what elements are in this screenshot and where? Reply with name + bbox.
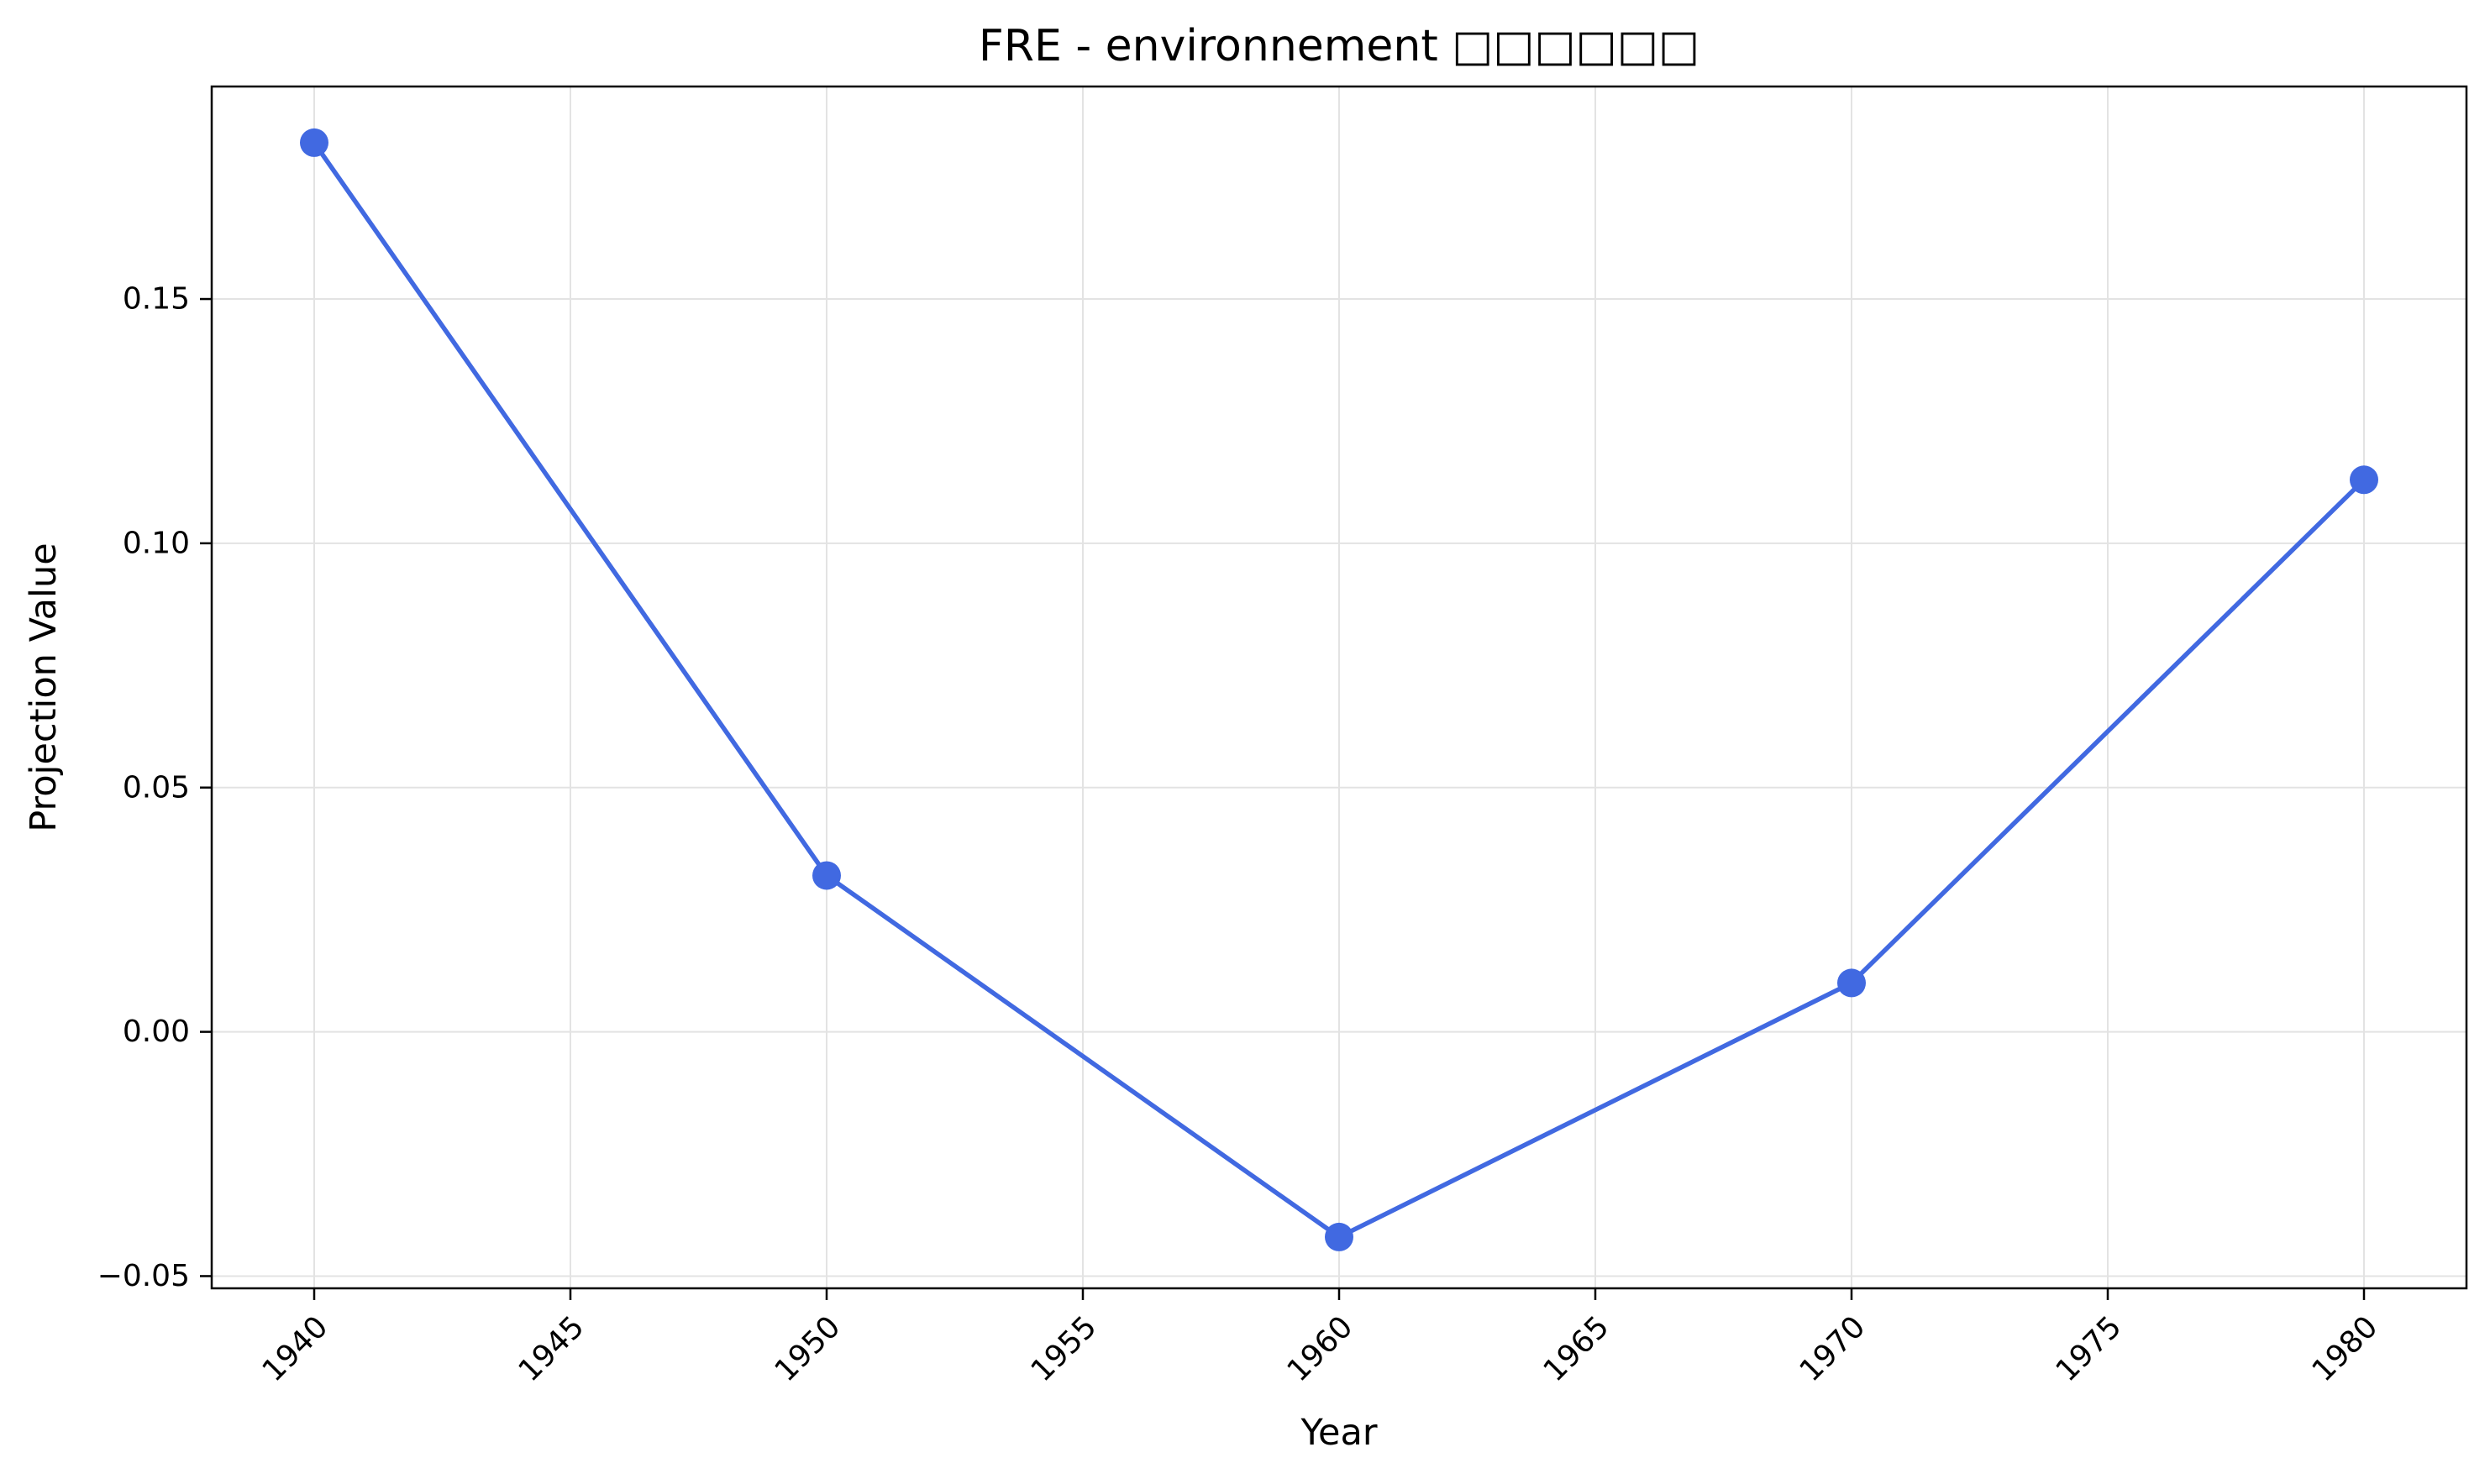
- x-axis-label: Year: [1300, 1412, 1377, 1454]
- y-tick-label: 0.10: [123, 526, 190, 560]
- data-point: [812, 861, 841, 890]
- y-axis: −0.05 0.00 0.05 0.10 0.15: [97, 282, 212, 1293]
- data-point: [300, 128, 328, 157]
- y-tick-label: −0.05: [97, 1259, 190, 1293]
- data-point: [2350, 465, 2378, 495]
- grid-lines: [212, 87, 2466, 1288]
- data-point: [1837, 968, 1866, 998]
- y-tick-label: 0.05: [123, 770, 190, 805]
- y-tick-label: 0.00: [123, 1015, 190, 1049]
- y-axis-label: Projection Value: [23, 543, 65, 831]
- data-point: [1325, 1222, 1353, 1251]
- chart-title: FRE - environnement □□□□□□: [979, 21, 1699, 71]
- y-tick-label: 0.15: [123, 282, 190, 317]
- markers-layer: [300, 128, 2378, 1251]
